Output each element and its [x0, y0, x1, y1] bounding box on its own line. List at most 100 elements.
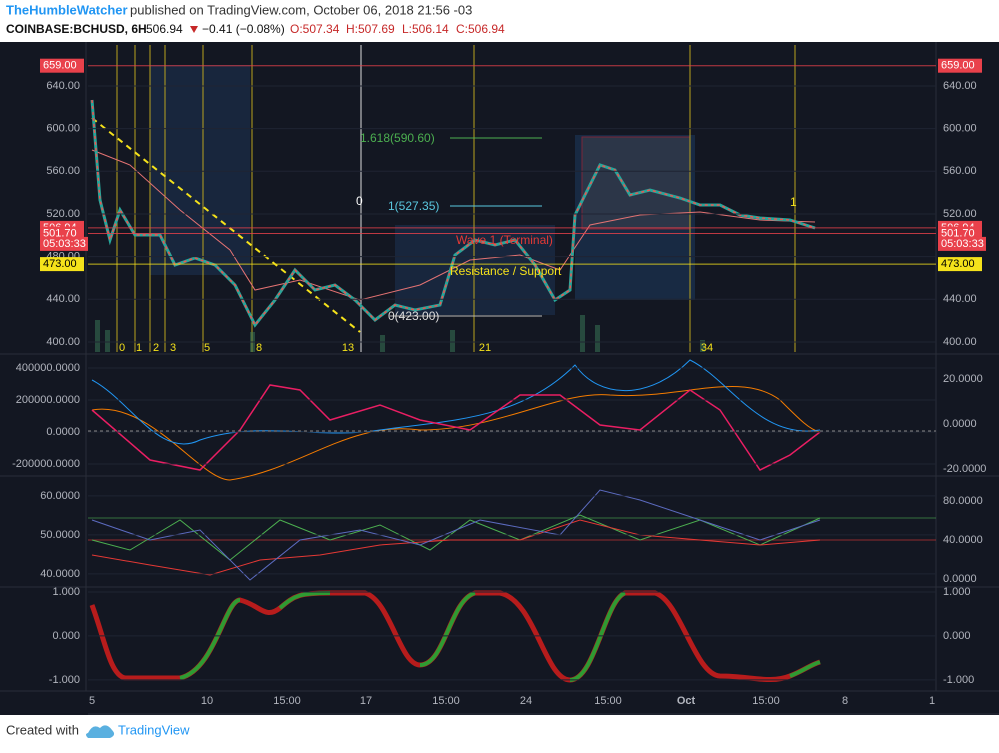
x-tick-label: 10 — [201, 695, 213, 707]
left-tick-label: 400.00 — [46, 336, 80, 348]
x-tick-label: 15:00 — [432, 695, 460, 707]
rsi-2 — [91, 519, 821, 576]
open: O:507.34 — [290, 22, 340, 36]
left-tick-label: 1.000 — [52, 586, 80, 598]
chart-area — [0, 42, 999, 715]
fib-count: 8 — [256, 342, 262, 354]
right-tick-label: 1.000 — [943, 586, 971, 598]
right-tick-label: 520.00 — [943, 208, 977, 220]
x-tick-label: 8 — [842, 695, 848, 707]
countdown-box — [40, 236, 88, 251]
right-tick-label: 80.0000 — [943, 495, 983, 507]
price-label: 659.00 — [43, 60, 77, 72]
left-tick-label: -1.000 — [49, 674, 80, 686]
macd-histogram — [91, 384, 821, 471]
annotation: 1.618(590.60) — [360, 131, 435, 145]
right-tick-label: -20.0000 — [943, 463, 986, 475]
fib-count: 2 — [153, 342, 159, 354]
right-tick-label: 440.00 — [943, 293, 977, 305]
x-tick-label: 15:00 — [594, 695, 622, 707]
right-tick-label: 0.000 — [943, 630, 971, 642]
left-tick-label: 200000.0000 — [16, 394, 80, 406]
left-tick-label: 400000.0000 — [16, 362, 80, 374]
x-tick-label: 1 — [929, 695, 935, 707]
price-label: 473.00 — [43, 258, 77, 270]
fib-count: 21 — [479, 342, 491, 354]
symbol: COINBASE:BCHUSD, 6H — [6, 22, 147, 36]
fib-count: 13 — [342, 342, 354, 354]
annotation: 1(527.35) — [388, 199, 439, 213]
fib-time-lines — [116, 45, 796, 352]
price-label-box — [938, 58, 982, 73]
annotation: Resistance / Support — [450, 264, 562, 278]
annotation: 1 — [790, 195, 797, 209]
left-tick-label: 40.0000 — [40, 568, 80, 580]
x-tick-label: 24 — [520, 695, 532, 707]
countdown-box — [938, 236, 986, 251]
macd-line — [91, 359, 821, 445]
tv-logo — [86, 725, 115, 738]
right-tick-label: 20.0000 — [943, 373, 983, 385]
left-tick-label: 0.000 — [52, 630, 80, 642]
price-label: 501.70 — [43, 227, 77, 239]
price-label: 501.70 — [941, 227, 975, 239]
published: published on TradingView.com, October 06… — [130, 2, 472, 17]
author: TheHumbleWatcher — [6, 2, 128, 17]
change: −0.41 (−0.08%) — [202, 22, 285, 36]
price-label-box — [938, 257, 982, 272]
x-tick-label: 5 — [89, 695, 95, 707]
price-candles-down — [91, 99, 816, 327]
fib-count: 0 — [119, 342, 125, 354]
x-tick-label: 15:00 — [752, 695, 780, 707]
annotation: 0(423.00) — [388, 309, 439, 323]
right-tick-label: 600.00 — [943, 123, 977, 135]
footer-created: Created with — [6, 722, 79, 737]
stoch — [91, 489, 821, 581]
price-label: 659.00 — [941, 60, 975, 72]
x-tick-label: Oct — [677, 695, 696, 707]
fib-levels — [390, 137, 542, 317]
fib-count: 3 — [170, 342, 176, 354]
right-tick-label: 0.0000 — [943, 418, 977, 430]
left-tick-label: 440.00 — [46, 293, 80, 305]
trend-line — [91, 117, 361, 333]
right-tick-label: 560.00 — [943, 165, 977, 177]
left-tick-label: 60.0000 — [40, 490, 80, 502]
high: H:507.69 — [346, 22, 395, 36]
left-tick-label: 50.0000 — [40, 529, 80, 541]
right-tick-label: -1.000 — [943, 674, 974, 686]
countdown: 05:03:33 — [941, 238, 984, 250]
left-tick-label: 640.00 — [46, 80, 80, 92]
countdown: 05:03:33 — [43, 238, 86, 250]
price-label-box — [40, 58, 84, 73]
close: C:506.94 — [456, 22, 505, 36]
right-tick-label: 0.0000 — [943, 573, 977, 585]
down-arrow — [190, 26, 198, 33]
rsi — [91, 514, 821, 561]
fib-count: 1 — [136, 342, 142, 354]
pane-separators — [0, 42, 999, 692]
left-tick-label: 560.00 — [46, 165, 80, 177]
left-tick-label: 520.00 — [46, 208, 80, 220]
low: L:506.14 — [402, 22, 449, 36]
fib-count: 5 — [204, 342, 210, 354]
right-tick-label: 400.00 — [943, 336, 977, 348]
left-tick-label: 600.00 — [46, 123, 80, 135]
annotation: Wave 1 (Terminal) — [456, 233, 553, 247]
x-tick-label: 15:00 — [273, 695, 301, 707]
fib-count: 34 — [701, 342, 713, 354]
right-tick-label: 640.00 — [943, 80, 977, 92]
left-tick-label: -200000.0000 — [12, 458, 80, 470]
last: 506.94 — [146, 22, 183, 36]
price-label-box — [40, 257, 84, 272]
x-tick-label: 17 — [360, 695, 372, 707]
footer-brand: TradingView — [118, 722, 190, 737]
price-label: 473.00 — [941, 258, 975, 270]
range-box — [581, 136, 691, 230]
left-tick-label: 0.0000 — [46, 426, 80, 438]
right-tick-label: 40.0000 — [943, 534, 983, 546]
cloud — [150, 65, 250, 275]
annotation: 0 — [356, 194, 363, 208]
